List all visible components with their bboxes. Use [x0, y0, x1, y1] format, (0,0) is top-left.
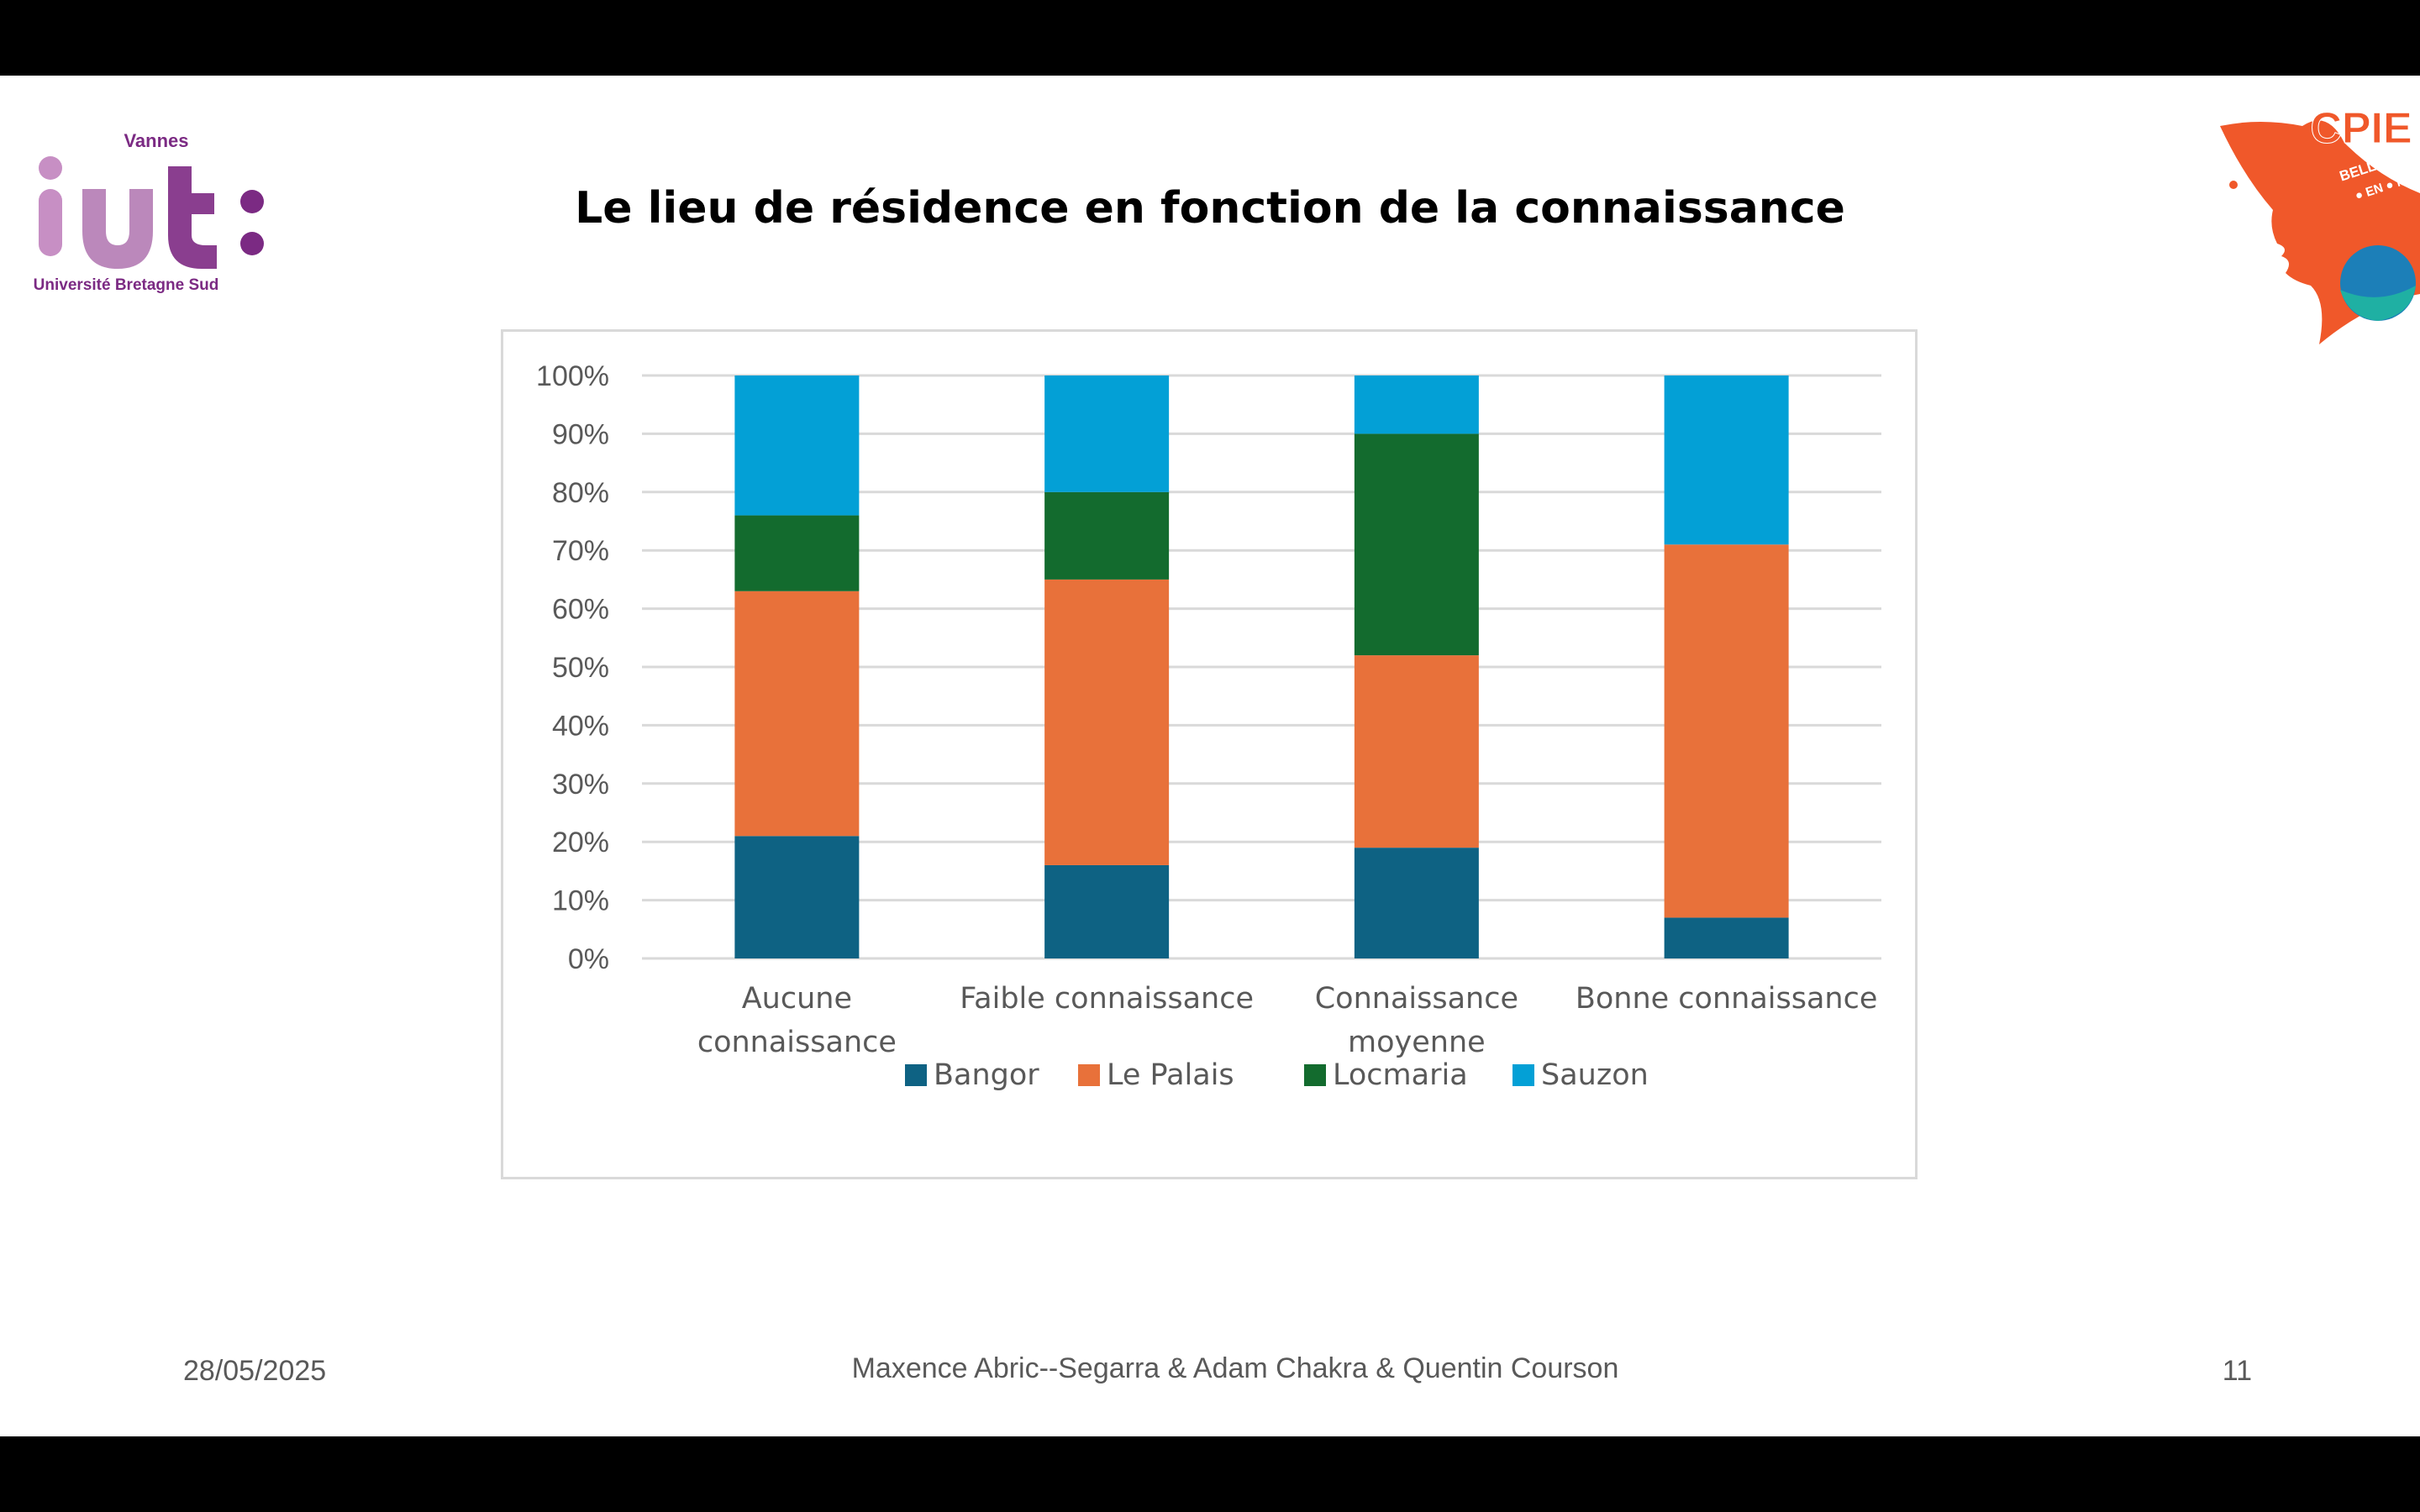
slide-title: Le lieu de résidence en fonction de la c… — [575, 183, 1845, 234]
y-tick-label: 20% — [552, 827, 609, 858]
logo-university-text: Université Bretagne Sud — [34, 276, 218, 294]
y-tick-label: 0% — [568, 943, 609, 975]
footer-authors: Maxence Abric--Segarra & Adam Chakra & Q… — [851, 1352, 1619, 1384]
bar-locmaria — [734, 515, 860, 591]
bar-sauzon — [1044, 375, 1170, 492]
bar-sauzon — [1664, 375, 1789, 545]
bar-bangor — [1044, 864, 1170, 958]
bar-le-palais — [1044, 579, 1170, 865]
x-category-label: Bonne connaissance — [1576, 982, 1878, 1016]
y-tick-label: 80% — [552, 477, 609, 509]
footer-page-number: 11 — [2222, 1355, 2252, 1387]
bar-bangor — [734, 836, 860, 958]
legend-swatch — [1078, 1064, 1100, 1086]
x-category-label: Aucune — [742, 982, 852, 1016]
legend-swatch — [1512, 1064, 1534, 1086]
x-category-label: moyenne — [1348, 1026, 1486, 1059]
y-tick-label: 100% — [536, 360, 609, 392]
legend-label: Bangor — [934, 1058, 1039, 1092]
bar-bangor — [1664, 917, 1789, 958]
logo-cpie-text: CPIE — [2310, 104, 2412, 153]
bar-locmaria — [1354, 433, 1479, 656]
footer-date: 28/05/2025 — [183, 1355, 327, 1387]
bar-sauzon — [1354, 375, 1479, 434]
bar-le-palais — [1354, 655, 1479, 848]
legend-label: Le Palais — [1107, 1058, 1234, 1092]
bar-le-palais — [1664, 544, 1789, 918]
logo-vannes-text: Vannes — [124, 130, 188, 151]
y-tick-label: 30% — [552, 769, 609, 801]
y-tick-label: 70% — [552, 535, 609, 567]
x-category-label: connaissance — [697, 1026, 897, 1059]
bar-bangor — [1354, 848, 1479, 958]
legend-swatch — [1304, 1064, 1326, 1086]
bar-le-palais — [734, 591, 860, 837]
y-tick-label: 50% — [552, 652, 609, 684]
cpie-logo: CPIE BELLE ● ILE ● EN ● MER — [2220, 104, 2420, 344]
bar-locmaria — [1044, 491, 1170, 580]
y-tick-label: 60% — [552, 594, 609, 626]
x-category-label: Faible connaissance — [960, 982, 1254, 1016]
y-tick-label: 90% — [552, 418, 609, 450]
slide: Vannes Université Bretagne Sud CPIE BELL… — [0, 76, 2420, 1436]
x-category-label: Connaissance — [1315, 982, 1518, 1016]
chart-frame: 0% 10% 20% 30% 40% 50% 60% 70% 80% 90% 100% Aucune c… — [501, 329, 1918, 1179]
legend-label: Sauzon — [1541, 1058, 1649, 1092]
bar-sauzon — [734, 375, 860, 516]
y-tick-label: 40% — [552, 710, 609, 742]
y-tick-label: 10% — [552, 885, 609, 917]
legend-label: Locmaria — [1333, 1058, 1468, 1092]
iut-logo: Vannes Université Bretagne Sud — [34, 130, 264, 294]
stacked-bar-chart: 0% 10% 20% 30% 40% 50% 60% 70% 80% 90% 100% Aucune c… — [536, 360, 1881, 1092]
legend-swatch — [905, 1064, 927, 1086]
